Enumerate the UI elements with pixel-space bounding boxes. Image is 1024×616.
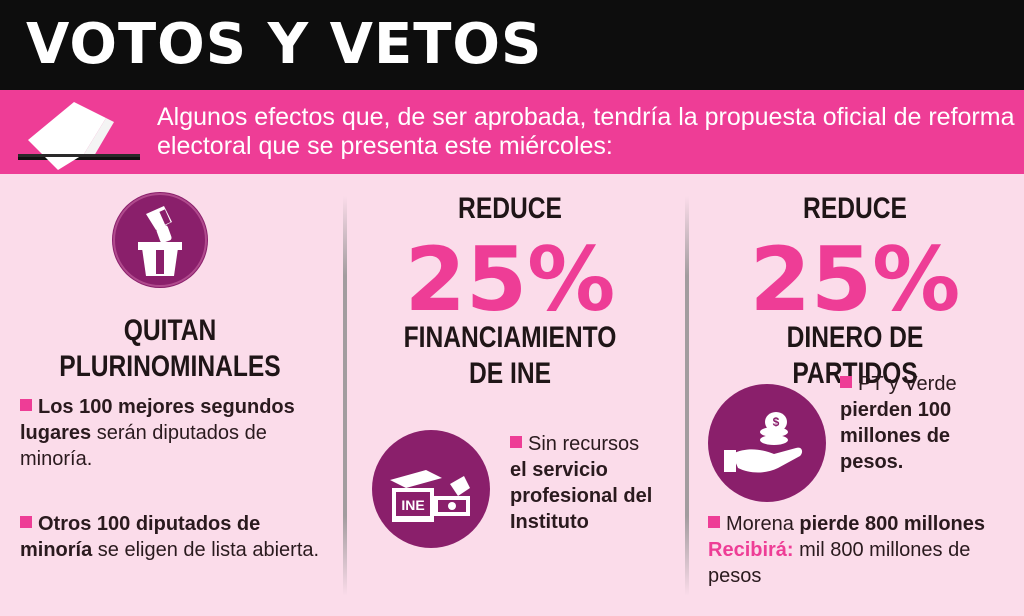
ine-building-money-icon: INE (372, 430, 490, 548)
col1-title-line1: QUITAN (123, 314, 217, 347)
col1-title-line2: PLURINOMINALES (59, 350, 281, 383)
column-divider-right (685, 196, 689, 596)
bullet-square-icon (510, 436, 522, 448)
bullet-square-icon (20, 399, 32, 411)
col3-title: DINERO DE PARTIDOS (786, 321, 924, 390)
col1-bullet-2: Otros 100 diputados de minoría se eligen… (20, 513, 320, 561)
col2-title-line2: DE INE (468, 357, 552, 390)
col3-bullet-2: Morena pierde 800 millones Recibirá: mil … (708, 513, 986, 587)
header-bar: VOTOS Y VETOS (0, 0, 1024, 90)
col2-kicker: REDUCE (458, 192, 562, 225)
page-title: VOTOS Y VETOS (26, 12, 543, 77)
hand-money-icon: $ (708, 384, 826, 502)
voting-podium-icon (112, 192, 208, 288)
col3-bullet-1: PT y Verde pierden 100 millones de pesos… (840, 373, 957, 473)
subtitle-text: Algunos efectos que, de ser aprobada, te… (157, 103, 1015, 160)
col2-title-line1: FINANCIAMIENTO (403, 321, 617, 354)
bullet-square-icon (840, 376, 852, 388)
column-divider-left (343, 196, 347, 596)
bullet-square-icon (708, 516, 720, 528)
col3-kicker: REDUCE (803, 192, 907, 225)
col3-percentage: 25% (749, 228, 961, 331)
col2-percentage: 25% (404, 228, 616, 331)
col1-bullet-1: Los 100 mejores segundos lugares serán d… (20, 396, 295, 470)
col2-bullet-1: Sin recursos el servicio profesional del… (510, 433, 653, 533)
bullet-square-icon (20, 516, 32, 528)
subtitle-banner: Algunos efectos que, de ser aprobada, te… (0, 90, 1024, 174)
svg-text:$: $ (773, 415, 780, 429)
ballot-box-icon (18, 102, 140, 170)
ine-label: INE (401, 497, 424, 513)
